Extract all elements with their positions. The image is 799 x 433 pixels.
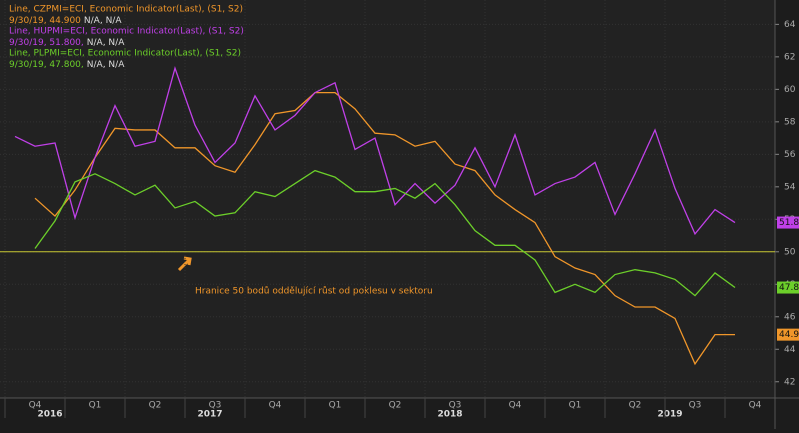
y-tick-label: 60 <box>784 85 796 95</box>
x-tick-label: Q1 <box>329 401 342 411</box>
x-tick-label: Q2 <box>149 401 162 411</box>
y-tick-label: 44 <box>784 345 796 355</box>
x-tick-label: Q3 <box>209 401 222 411</box>
series-line <box>14 66 736 236</box>
legend-value: 9/30/19, 51.800, N/A, N/A <box>9 38 125 48</box>
series-line <box>34 169 736 297</box>
legend-value: 9/30/19, 44.900 N/A, N/A <box>9 16 122 26</box>
x-tick-label: Q4 <box>509 401 522 411</box>
year-label: 2016 <box>37 410 62 420</box>
x-tick-label: Q2 <box>389 401 402 411</box>
legend-last: 9/30/19, 44.900 <box>9 16 81 26</box>
year-label: 2017 <box>197 410 222 420</box>
y-tick-label: 42 <box>784 377 795 387</box>
x-tick-label: Q4 <box>269 401 282 411</box>
end-label: 44.9 <box>779 330 799 340</box>
legend-value: 9/30/19, 47.800, N/A, N/A <box>9 60 125 70</box>
end-label-bg <box>777 216 799 229</box>
end-label-bg <box>777 328 799 341</box>
end-label: 47.8 <box>779 283 799 293</box>
legend-extra: N/A, N/A <box>87 38 125 48</box>
x-tick-label: Q4 <box>29 401 42 411</box>
legend-last: 9/30/19, 51.800, <box>9 38 84 48</box>
y-tick-label: 54 <box>784 182 796 192</box>
x-tick-label: Q1 <box>569 401 582 411</box>
end-label-bg <box>777 281 799 294</box>
plot-area <box>0 0 775 398</box>
legend-name: Line, PLPMI=ECI, Economic Indicator(Last… <box>9 49 241 59</box>
annotation: Hranice 50 bodů oddělující růst od pokle… <box>195 286 433 297</box>
legend-name: Line, HUPMI=ECI, Economic Indicator(Last… <box>9 27 244 37</box>
y-tick-label: 46 <box>784 312 796 322</box>
x-tick-label: Q3 <box>689 401 702 411</box>
legend-name: Line, CZPMI=ECI, Economic Indicator(Last… <box>9 5 243 15</box>
legend-extra: N/A, N/A <box>87 60 125 70</box>
year-label: 2018 <box>437 410 462 420</box>
x-tick-label: Q2 <box>629 401 642 411</box>
x-tick-label: Q4 <box>749 401 762 411</box>
series-line <box>34 91 735 366</box>
year-label: 2019 <box>657 410 682 420</box>
y-tick-label: 64 <box>784 20 796 30</box>
y-tick-label: 50 <box>784 247 796 257</box>
end-label: 51.8 <box>779 218 799 228</box>
x-tick-label: Q3 <box>449 401 462 411</box>
y-tick-label: 62 <box>784 52 795 62</box>
x-tick-label: Q1 <box>89 401 102 411</box>
legend-last: 9/30/19, 47.800, <box>9 60 84 70</box>
legend-extra: N/A, N/A <box>84 16 122 26</box>
y-tick-label: 56 <box>784 150 796 160</box>
y-tick-label: 58 <box>784 117 796 127</box>
